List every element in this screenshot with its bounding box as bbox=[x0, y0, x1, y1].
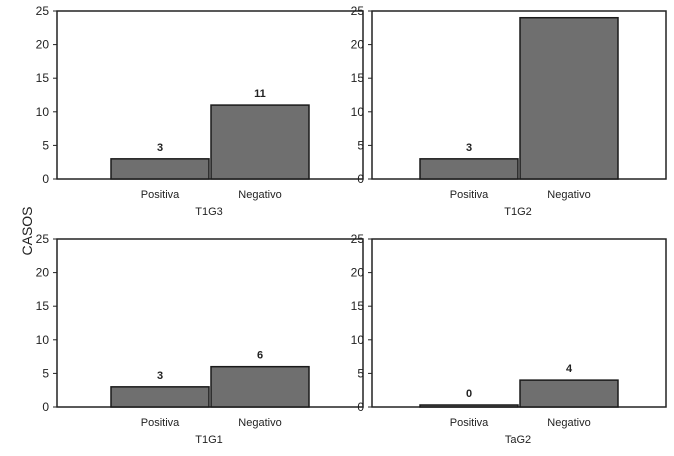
category-label: Positiva bbox=[450, 417, 489, 429]
y-tick-label: 10 bbox=[36, 105, 50, 119]
y-tick-label: 0 bbox=[357, 400, 364, 414]
y-tick-label: 5 bbox=[42, 366, 49, 380]
y-tick-label: 0 bbox=[357, 172, 364, 186]
y-tick-label: 0 bbox=[42, 172, 49, 186]
category-label: Positiva bbox=[141, 189, 180, 201]
bar-negativo bbox=[210, 104, 310, 180]
y-tick-label: 15 bbox=[351, 71, 365, 85]
y-tick-label: 15 bbox=[36, 299, 50, 313]
bar-positiva bbox=[419, 158, 519, 180]
data-label: 0 bbox=[466, 388, 472, 400]
category-label: Negativo bbox=[238, 417, 281, 429]
y-tick-label: 25 bbox=[36, 232, 50, 246]
y-tick-label: 5 bbox=[42, 138, 49, 152]
category-label: Negativo bbox=[547, 189, 590, 201]
panel-0: 0 5 10 15 20 25 3 Positiva 11 Negativo T1G3 bbox=[36, 4, 364, 218]
y-tick-label: 25 bbox=[351, 4, 365, 18]
category-label: Positiva bbox=[141, 417, 180, 429]
y-axis-label: CASOS bbox=[19, 206, 35, 255]
panel-3: 0 5 10 15 20 25 0 Positiva 4 Negativo TaG2 bbox=[351, 232, 667, 446]
bar-positiva bbox=[110, 386, 210, 408]
category-label: Positiva bbox=[450, 189, 489, 201]
panel-frame bbox=[56, 238, 364, 408]
panel-title: T1G1 bbox=[195, 434, 223, 446]
bar-positiva bbox=[110, 158, 210, 180]
data-label: 11 bbox=[254, 88, 266, 100]
y-tick-label: 25 bbox=[351, 232, 365, 246]
y-tick-label: 20 bbox=[36, 266, 50, 280]
y-tick-label: 10 bbox=[351, 333, 365, 347]
y-tick-label: 20 bbox=[351, 266, 365, 280]
panel-frame bbox=[371, 10, 667, 180]
bar-positiva bbox=[419, 404, 519, 408]
bar-negativo bbox=[210, 365, 310, 408]
y-tick-label: 10 bbox=[351, 105, 365, 119]
data-label: 3 bbox=[157, 370, 163, 382]
bar-negativo bbox=[519, 379, 619, 408]
panel-frame bbox=[371, 238, 667, 408]
bar-negativo bbox=[519, 16, 619, 180]
y-tick-label: 15 bbox=[351, 299, 365, 313]
y-tick-label: 20 bbox=[351, 38, 365, 52]
category-label: Negativo bbox=[238, 189, 281, 201]
data-label: 4 bbox=[566, 363, 573, 375]
panel-title: T1G2 bbox=[504, 206, 532, 218]
data-label: 3 bbox=[157, 142, 163, 154]
category-label: Negativo bbox=[547, 417, 590, 429]
y-tick-label: 0 bbox=[42, 400, 49, 414]
panel-frame bbox=[56, 10, 364, 180]
panel-title: TaG2 bbox=[505, 434, 531, 446]
y-tick-label: 5 bbox=[357, 138, 364, 152]
panel-title: T1G3 bbox=[195, 206, 223, 218]
y-tick-label: 15 bbox=[36, 71, 50, 85]
y-tick-label: 25 bbox=[36, 4, 50, 18]
panel-2: 0 5 10 15 20 25 3 Positiva 6 Negativo T1G1 bbox=[36, 232, 364, 446]
y-tick-label: 5 bbox=[357, 366, 364, 380]
data-label: 6 bbox=[257, 350, 263, 362]
panel-1: 0 5 10 15 20 25 3 Positiva Negativo T1G2 bbox=[351, 4, 667, 218]
data-label: 3 bbox=[466, 142, 472, 154]
y-tick-label: 20 bbox=[36, 38, 50, 52]
panels-group: 0 5 10 15 20 25 3 Positiva 11 Negativo T1G3 0 5 10 15 2… bbox=[36, 4, 667, 446]
y-tick-label: 10 bbox=[36, 333, 50, 347]
